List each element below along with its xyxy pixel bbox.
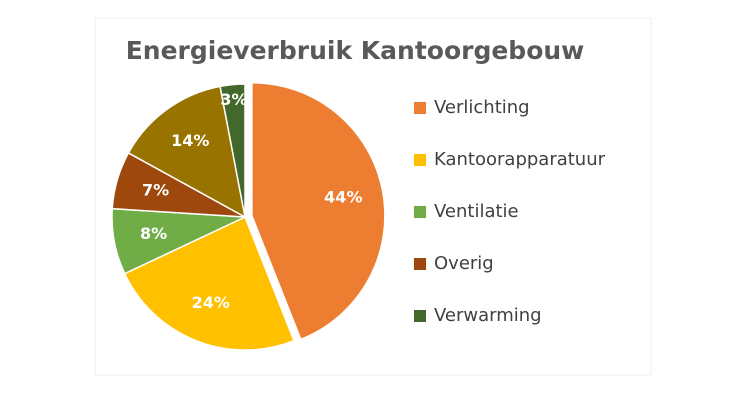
chart-title: Energieverbruik Kantoorgebouw	[126, 36, 585, 65]
legend-label: Ventilatie	[434, 201, 519, 222]
legend-label: Verwarming	[434, 305, 542, 326]
legend-label: Verlichting	[434, 97, 530, 118]
data-label: 44%	[324, 188, 362, 207]
data-label: 14%	[171, 131, 209, 150]
data-label: 3%	[220, 90, 247, 109]
legend-swatch	[414, 258, 426, 270]
pie-slice	[219, 83, 246, 218]
legend-swatch	[414, 102, 426, 114]
pie-slice	[251, 81, 386, 341]
legend-swatch	[414, 206, 426, 218]
legend-label: Kantoorapparatuur	[434, 149, 606, 170]
legend-swatch	[414, 154, 426, 166]
data-label: 8%	[140, 224, 167, 243]
data-label: 7%	[142, 181, 169, 200]
pie-slice	[123, 215, 295, 351]
pie-slice	[127, 85, 247, 219]
legend-swatch	[414, 310, 426, 322]
data-label: 24%	[192, 293, 230, 312]
legend-label: Overig	[434, 253, 494, 274]
